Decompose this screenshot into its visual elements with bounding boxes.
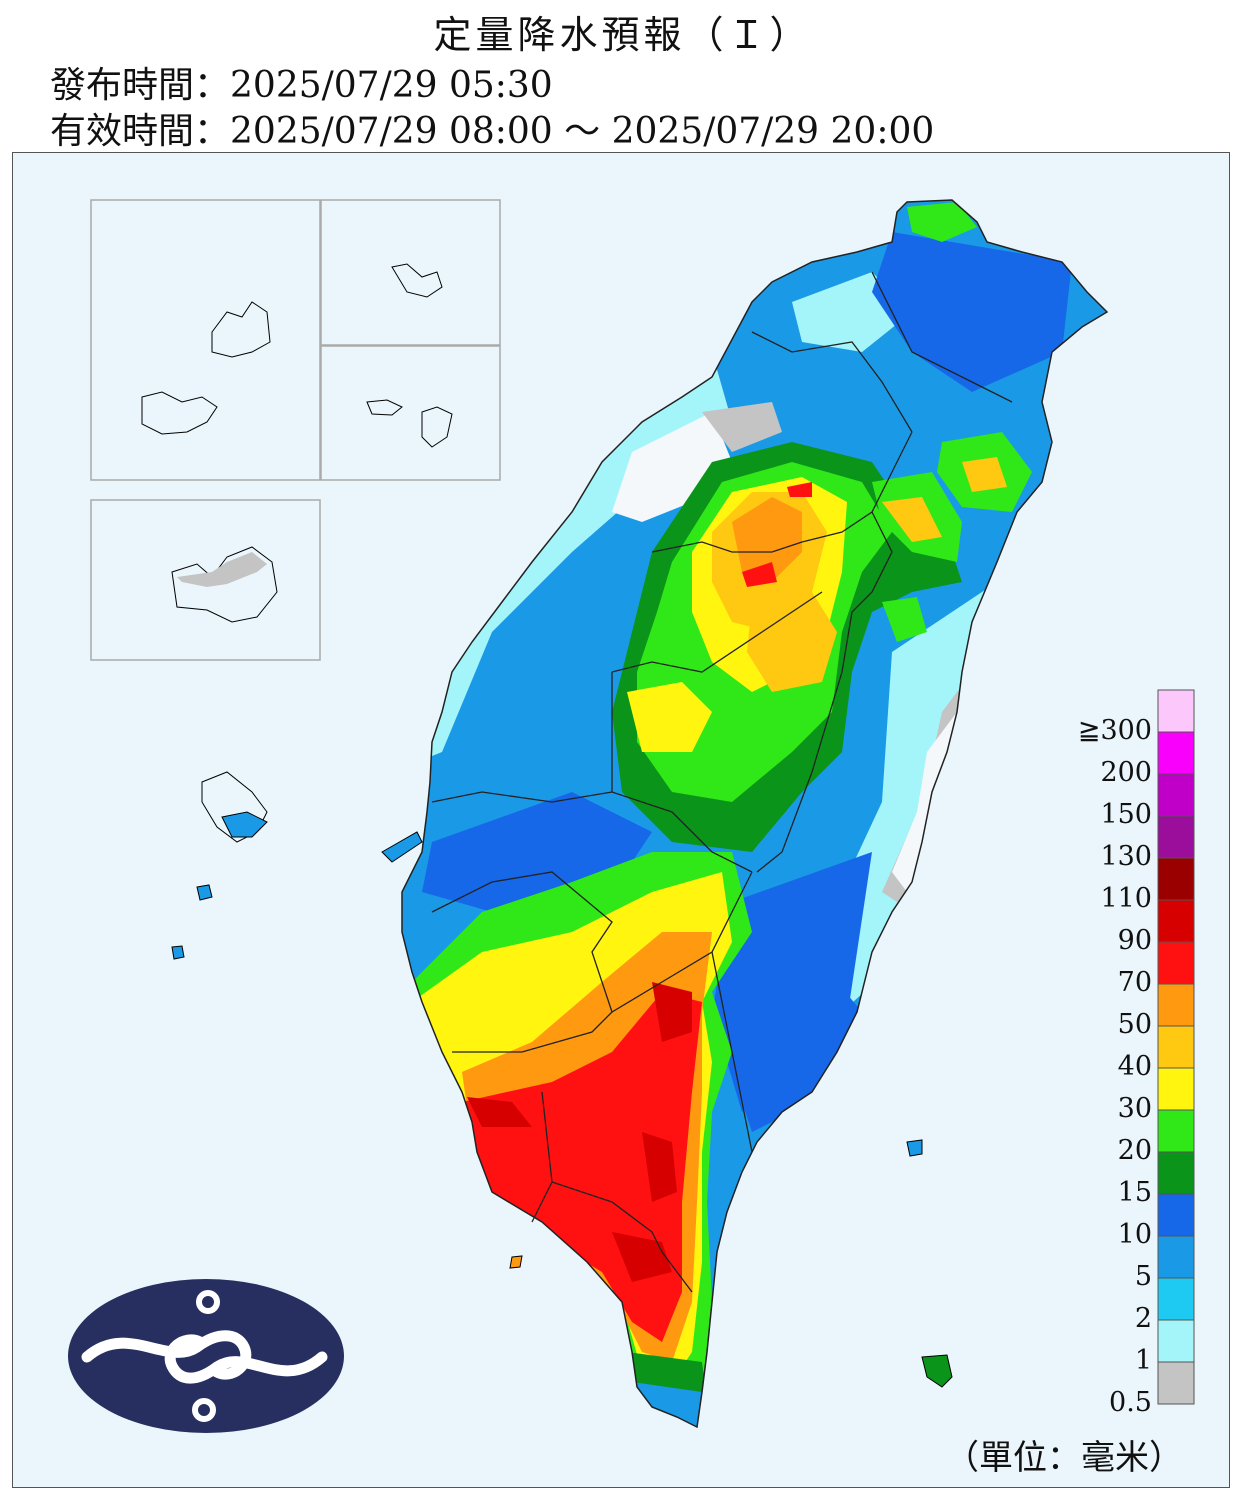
- legend-swatch: [1157, 815, 1195, 859]
- legend-swatch: [1157, 689, 1195, 733]
- legend-label: 50: [1117, 1009, 1152, 1040]
- legend-swatch: [1157, 1319, 1195, 1363]
- legend-label: 5: [1134, 1261, 1152, 1292]
- legend-swatch: [1157, 1151, 1195, 1195]
- issue-time-row: 發布時間：2025/07/29 05:30: [50, 56, 553, 108]
- legend-label: 90: [1117, 925, 1152, 956]
- legend-label: 130: [1100, 841, 1152, 872]
- legend-label: 20: [1117, 1135, 1152, 1166]
- legend-bar: [1157, 689, 1195, 1405]
- legend-swatch: [1157, 1025, 1195, 1069]
- legend-swatch: [1157, 773, 1195, 817]
- legend-label: 150: [1100, 799, 1152, 830]
- unit-label: （單位：毫米）: [945, 1438, 1183, 1478]
- issue-label: 發布時間：: [50, 65, 231, 106]
- issue-time: 2025/07/29 05:30: [230, 65, 553, 106]
- map-title: 定量降水預報（Ｉ）: [433, 13, 812, 57]
- legend-label: 2: [1134, 1303, 1152, 1334]
- valid-time: 2025/07/29 08:00 ～ 2025/07/29 20:00: [230, 111, 935, 152]
- legend-swatch: [1157, 1067, 1195, 1111]
- legend-swatch: [1157, 983, 1195, 1027]
- legend-label: 110: [1100, 883, 1152, 914]
- legend-label: 1: [1134, 1345, 1152, 1376]
- legend-swatch: [1157, 1361, 1195, 1405]
- legend-swatch: [1157, 857, 1195, 901]
- legend-label: 15: [1117, 1177, 1152, 1208]
- valid-label: 有效時間：: [50, 111, 231, 152]
- taiwan-rainfall: [402, 200, 1107, 1427]
- taiwan-outline: [401, 199, 1109, 1429]
- county-boundaries: [431, 271, 1013, 1293]
- outlying-islands: [171, 771, 953, 1388]
- legend-swatch: [1157, 899, 1195, 943]
- legend-swatch: [1157, 1235, 1195, 1279]
- legend-label: 30: [1117, 1093, 1152, 1124]
- legend-label: ≧300: [1077, 715, 1152, 746]
- legend-label: 70: [1117, 967, 1152, 998]
- legend-swatch: [1157, 731, 1195, 775]
- inset-islands: [141, 263, 453, 623]
- cwa-logo: [68, 1279, 344, 1433]
- legend-label: 0.5: [1109, 1387, 1152, 1418]
- legend-swatch: [1157, 1193, 1195, 1237]
- legend-swatch: [1157, 1277, 1195, 1321]
- valid-time-row: 有效時間：2025/07/29 08:00 ～ 2025/07/29 20:00: [50, 102, 934, 154]
- penghu-gray: [177, 552, 267, 587]
- legend-label: 10: [1117, 1219, 1152, 1250]
- legend-swatch: [1157, 941, 1195, 985]
- legend-label: 40: [1117, 1051, 1152, 1082]
- inset-boxes: [90, 199, 501, 661]
- legend-label: 200: [1100, 757, 1152, 788]
- rainfall-map: [68, 199, 1195, 1433]
- legend-swatch: [1157, 1109, 1195, 1153]
